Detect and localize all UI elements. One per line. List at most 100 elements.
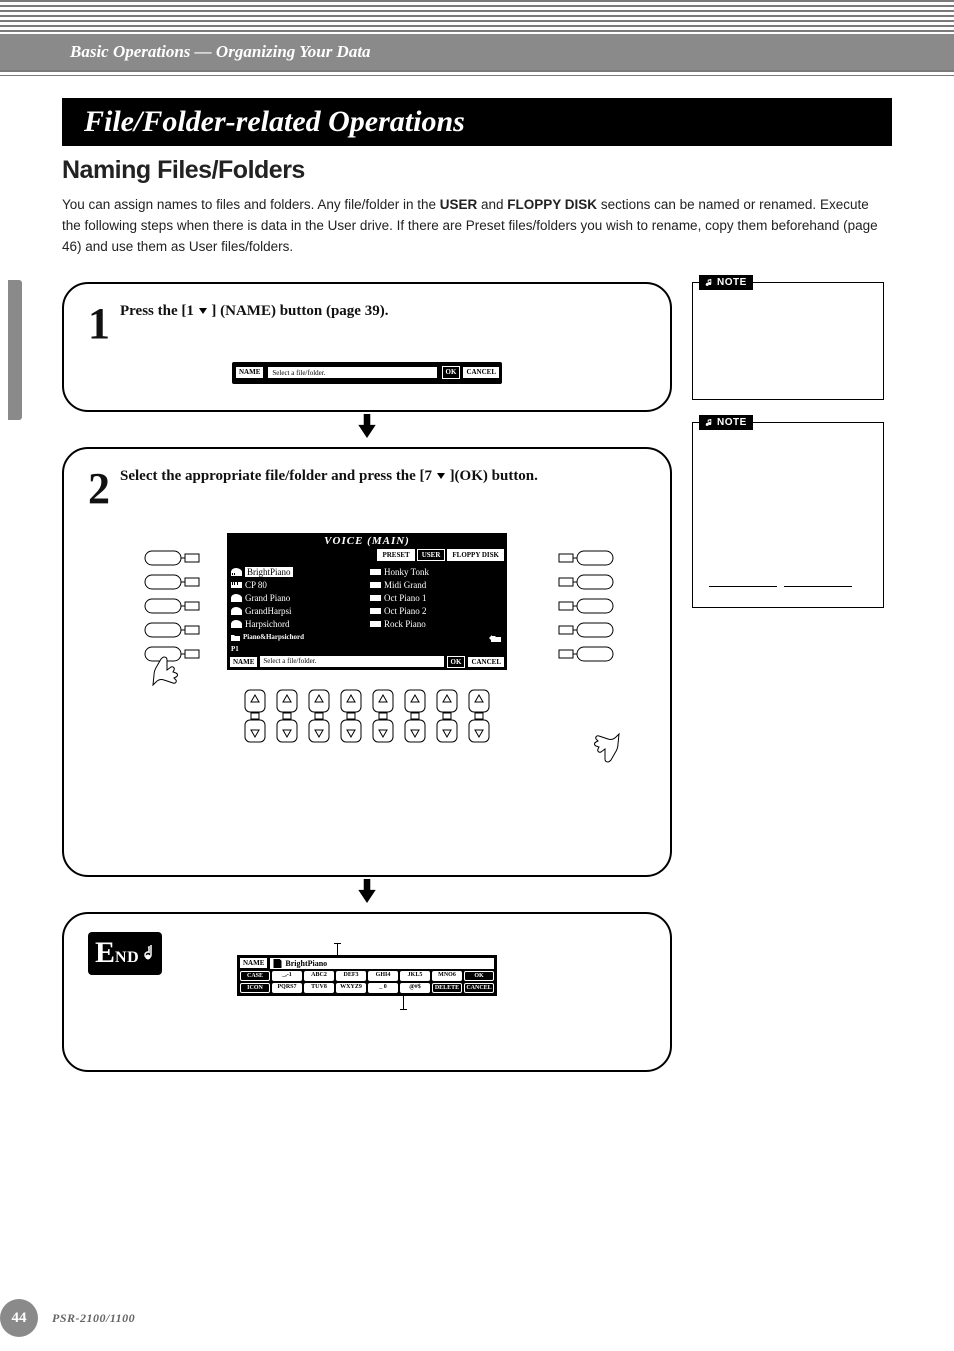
list-item[interactable]: BrightPiano <box>231 567 364 577</box>
bottom-button-row <box>88 688 646 744</box>
list-item[interactable]: Rock Piano <box>370 619 503 629</box>
keyboard-icon <box>370 607 381 615</box>
list-item[interactable]: Oct Piano 2 <box>370 606 503 616</box>
music-note-icon <box>141 944 155 962</box>
decorative-header-stripes <box>0 0 954 32</box>
key[interactable]: TUV8 <box>304 983 334 993</box>
end-nd: ND <box>115 949 139 967</box>
up-down-button-8[interactable] <box>467 688 491 744</box>
up-down-button-5[interactable] <box>371 688 395 744</box>
lcd-name-prompt: NAME Select a file/folder. OK CANCEL <box>232 362 502 384</box>
lcd-ok-button[interactable]: OK <box>447 656 466 668</box>
keyboard-icon <box>370 620 381 628</box>
list-item[interactable]: Midi Grand <box>370 580 503 590</box>
tab-user[interactable]: USER <box>417 549 446 561</box>
step-text-b: ] (NAME) button (page 39). <box>211 303 388 319</box>
note-label: NOTE <box>699 415 753 431</box>
key[interactable]: WXYZ9 <box>336 983 366 993</box>
lcd-left-col: BrightPiano CP 80 Grand Piano GrandHarps… <box>231 567 364 629</box>
hardware-buttons-right <box>556 549 614 663</box>
file-icon <box>273 959 282 968</box>
item-label: Oct Piano 1 <box>384 593 427 603</box>
list-item[interactable]: CP 80 <box>231 580 364 590</box>
panel-button-f[interactable] <box>556 549 614 567</box>
char-keyboard-row1: CASE _,-1 ABC2 DEF3 GHI4 JKL5 MNO6 OK <box>240 971 494 981</box>
up-down-button-3[interactable] <box>307 688 331 744</box>
item-label: Rock Piano <box>384 619 426 629</box>
lcd-message: Select a file/folder. <box>267 366 437 379</box>
lcd-cancel-button[interactable]: CANCEL <box>468 657 504 667</box>
lcd-cancel-button[interactable]: CANCEL <box>463 367 499 378</box>
key[interactable]: DEF3 <box>336 971 366 981</box>
lcd-right-col: Honky Tonk Midi Grand Oct Piano 1 Oct Pi… <box>370 567 503 629</box>
note-label: NOTE <box>699 275 753 291</box>
music-note-icon <box>705 278 714 287</box>
up-down-button-6[interactable] <box>403 688 427 744</box>
down-triangle-icon <box>198 306 208 316</box>
panel-button-g[interactable] <box>556 573 614 591</box>
panel-button-b[interactable] <box>144 573 202 591</box>
folder-name: Piano&Harpsichord <box>243 633 304 641</box>
keyboard-icon <box>370 594 381 602</box>
step-text-b: ](OK) button. <box>450 468 538 484</box>
item-label: Oct Piano 2 <box>384 606 427 616</box>
panel-button-h[interactable] <box>556 597 614 615</box>
lcd-name-entry: NAME BrightPiano CASE _,-1 ABC2 DEF3 GHI… <box>237 955 497 996</box>
key-cancel[interactable]: CANCEL <box>464 983 494 993</box>
lcd-name-tag: NAME <box>230 657 257 667</box>
key[interactable]: PQRS7 <box>272 983 302 993</box>
section-title-bar: File/Folder-related Operations <box>62 98 892 146</box>
key[interactable]: _ 0 <box>368 983 398 993</box>
key[interactable]: @#$ <box>400 983 430 993</box>
panel-button-d[interactable] <box>144 621 202 639</box>
lcd-message: Select a file/folder. <box>260 656 443 667</box>
step-1-panel: 1 Press the [1 ] (NAME) button (page 39)… <box>62 282 672 412</box>
key-delete[interactable]: DELETE <box>432 983 462 993</box>
keyboard-icon <box>370 568 381 576</box>
tab-floppy[interactable]: FLOPPY DISK <box>447 549 504 561</box>
end-badge: END <box>88 932 162 975</box>
key[interactable]: JKL5 <box>400 971 430 981</box>
list-item[interactable]: Honky Tonk <box>370 567 503 577</box>
flow-arrow <box>62 879 672 910</box>
step-number: 1 <box>88 302 110 346</box>
up-down-button-2[interactable] <box>275 688 299 744</box>
key[interactable]: MNO6 <box>432 971 462 981</box>
up-down-button-7[interactable] <box>435 688 459 744</box>
piano-icon <box>231 620 242 628</box>
lcd-page-indicator: P1 <box>227 644 507 654</box>
key-icon[interactable]: ICON <box>240 983 270 993</box>
lcd-ok-button[interactable]: OK <box>442 366 461 379</box>
keyboard-icon <box>370 581 381 589</box>
key[interactable]: GHI4 <box>368 971 398 981</box>
key-case[interactable]: CASE <box>240 971 270 981</box>
lcd-title: VOICE (MAIN) <box>227 533 507 547</box>
intro-text-floppy: FLOPPY DISK <box>507 197 597 212</box>
list-item[interactable]: GrandHarpsi <box>231 606 364 616</box>
note-label-text: NOTE <box>717 416 747 430</box>
list-item[interactable]: Oct Piano 1 <box>370 593 503 603</box>
char-placeholder <box>784 569 852 587</box>
step-2-panel: 2 Select the appropriate file/folder and… <box>62 447 672 877</box>
lcd-name-tag: NAME <box>236 367 263 378</box>
panel-button-j[interactable] <box>556 645 614 663</box>
item-label: Midi Grand <box>384 580 426 590</box>
list-item[interactable]: Grand Piano <box>231 593 364 603</box>
tab-preset[interactable]: PRESET <box>377 549 414 561</box>
panel-button-c[interactable] <box>144 597 202 615</box>
key[interactable]: _,-1 <box>272 971 302 981</box>
content-area: File/Folder-related Operations Naming Fi… <box>62 92 892 1072</box>
step-number: 2 <box>88 467 110 511</box>
intro-text-user: USER <box>440 197 478 212</box>
name-input-field[interactable]: BrightPiano <box>270 958 494 969</box>
note-label-text: NOTE <box>717 276 747 290</box>
key[interactable]: ABC2 <box>304 971 334 981</box>
list-item[interactable]: Harpsichord <box>231 619 364 629</box>
up-folder-icon[interactable] <box>489 633 503 642</box>
panel-button-a[interactable] <box>144 549 202 567</box>
up-down-button-4[interactable] <box>339 688 363 744</box>
key-ok[interactable]: OK <box>464 971 494 981</box>
step-text-a: Select the appropriate file/folder and p… <box>120 468 432 484</box>
up-down-button-1[interactable] <box>243 688 267 744</box>
panel-button-i[interactable] <box>556 621 614 639</box>
